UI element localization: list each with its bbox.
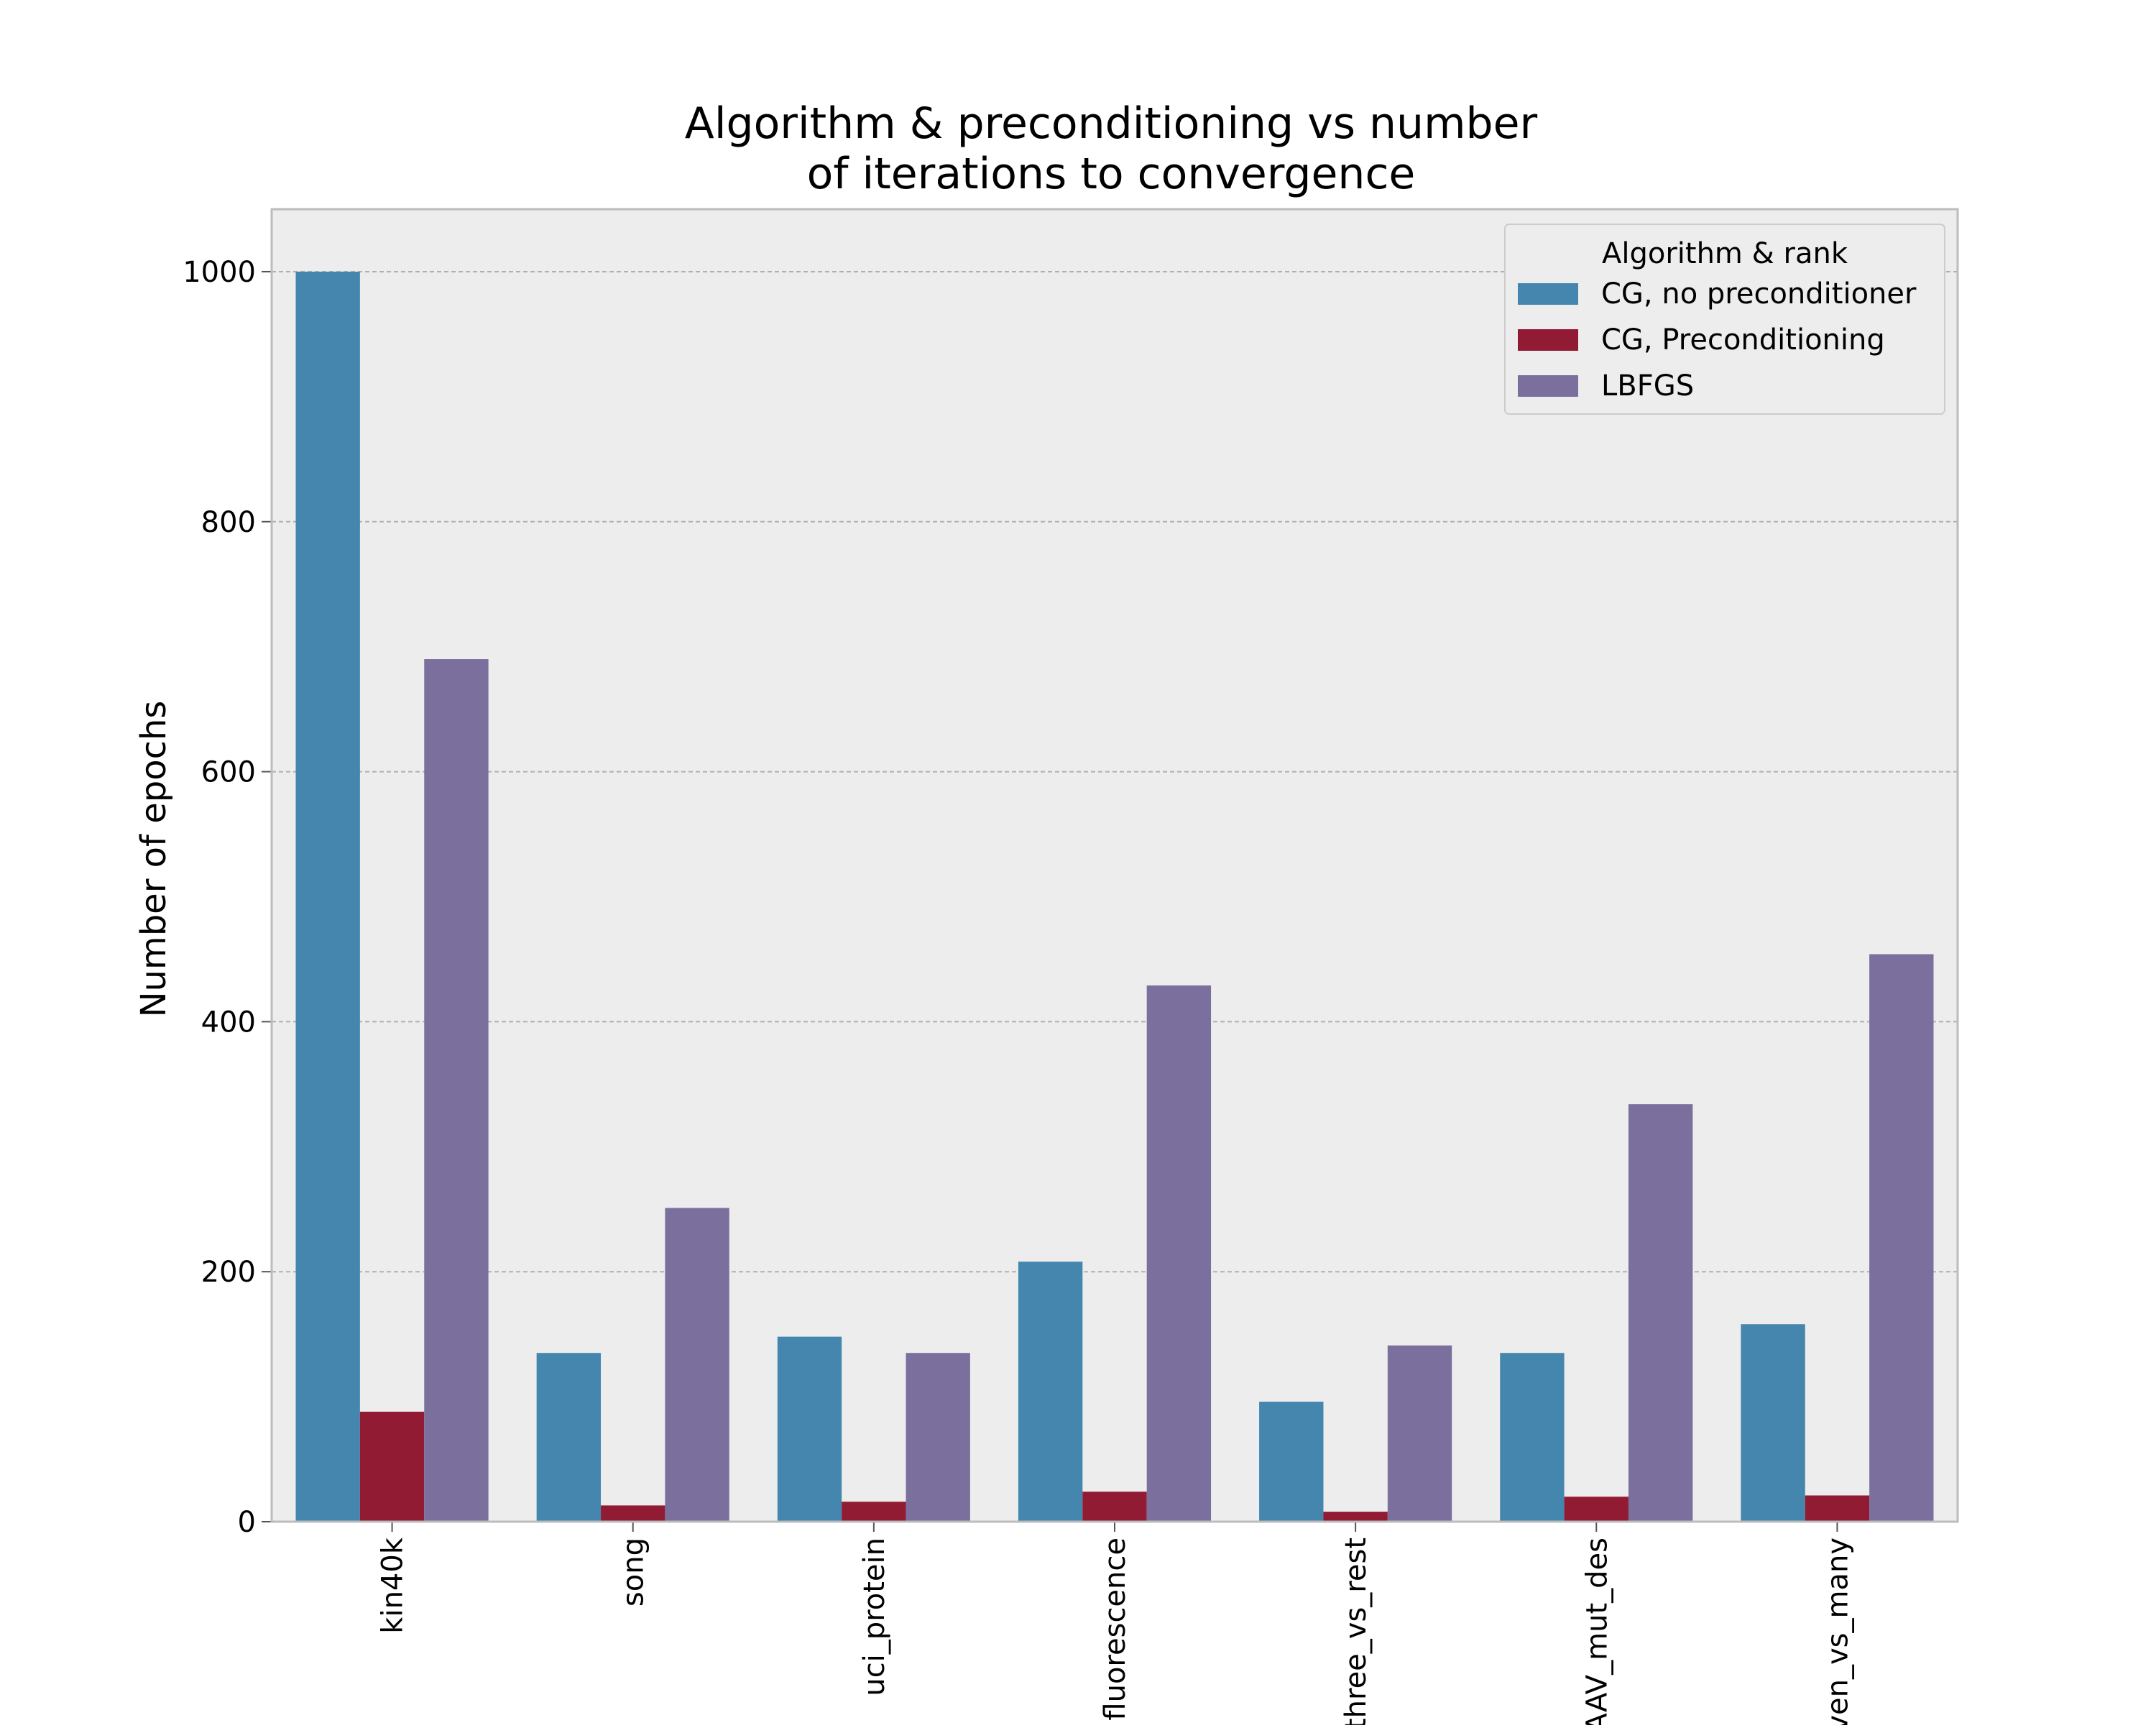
x-tick-label-ven_vs_many: ven_vs_many: [1821, 1538, 1854, 1725]
legend: Algorithm & rank CG, no preconditioner CG,…: [1504, 224, 1945, 415]
bar-kin40k-series-1: [359, 1411, 425, 1522]
bar-uci_protein-series-0: [777, 1336, 842, 1522]
legend-box: [1504, 224, 1945, 415]
bar-AAV_mut_des-series-2: [1628, 1104, 1693, 1522]
chart-title-line-1: Algorithm & preconditioning vs number: [685, 98, 1538, 149]
bar-fluorescence-series-1: [1082, 1492, 1147, 1522]
plot-area: 0 200 400 600 800 1000 kin40k song uci_protein fl…: [183, 208, 1959, 1728]
bar-song-series-2: [665, 1208, 729, 1522]
bar-ven_vs_many-series-2: [1869, 954, 1934, 1522]
y-tick-label: 600: [201, 756, 256, 789]
bar-three_vs_rest-series-0: [1259, 1402, 1324, 1522]
bar-fluorescence-series-2: [1146, 985, 1212, 1522]
bar-kin40k-series-2: [424, 659, 489, 1522]
legend-swatch-1: [1518, 329, 1578, 351]
bar-AAV_mut_des-series-0: [1500, 1353, 1565, 1522]
bar-ven_vs_many-series-1: [1805, 1495, 1870, 1522]
legend-title: Algorithm & rank: [1602, 237, 1848, 270]
bar-fluorescence-series-0: [1018, 1261, 1083, 1522]
legend-label-1: CG, Preconditioning: [1601, 323, 1885, 357]
y-tick-label: 0: [238, 1506, 256, 1539]
legend-swatch-2: [1518, 375, 1578, 397]
legend-label-2: LBFGS: [1601, 369, 1694, 403]
chart-title-line-2: of iterations to convergence: [807, 149, 1416, 199]
y-tick-label: 800: [201, 506, 256, 539]
bar-uci_protein-series-2: [906, 1353, 970, 1522]
y-axis-label: Number of epochs: [134, 701, 174, 1018]
bar-three_vs_rest-series-2: [1387, 1345, 1452, 1522]
y-tick-label: 200: [201, 1256, 256, 1289]
bar-uci_protein-series-1: [842, 1502, 906, 1522]
bar-song-series-1: [601, 1505, 665, 1522]
x-tick-label-uci_protein: uci_protein: [858, 1538, 891, 1696]
bar-song-series-0: [536, 1353, 602, 1522]
x-tick-label-song: song: [617, 1538, 650, 1607]
bar-kin40k-series-0: [295, 271, 360, 1522]
x-tick-label-kin40k: kin40k: [377, 1537, 410, 1634]
bar-ven_vs_many-series-0: [1741, 1324, 1805, 1522]
bar-AAV_mut_des-series-1: [1564, 1497, 1628, 1522]
y-tick-label: 400: [201, 1006, 256, 1039]
legend-swatch-0: [1518, 283, 1578, 305]
x-tick-label-AAV_mut_des: AAV_mut_des: [1580, 1538, 1613, 1725]
x-tick-label-fluorescence: fluorescence: [1099, 1538, 1132, 1721]
y-tick-label: 1000: [183, 256, 256, 289]
x-tick-label-three_vs_rest: three_vs_rest: [1340, 1538, 1373, 1725]
bar-three_vs_rest-series-1: [1323, 1512, 1388, 1522]
axes-frame: [270, 208, 1959, 1523]
legend-label-0: CG, no preconditioner: [1601, 277, 1917, 311]
